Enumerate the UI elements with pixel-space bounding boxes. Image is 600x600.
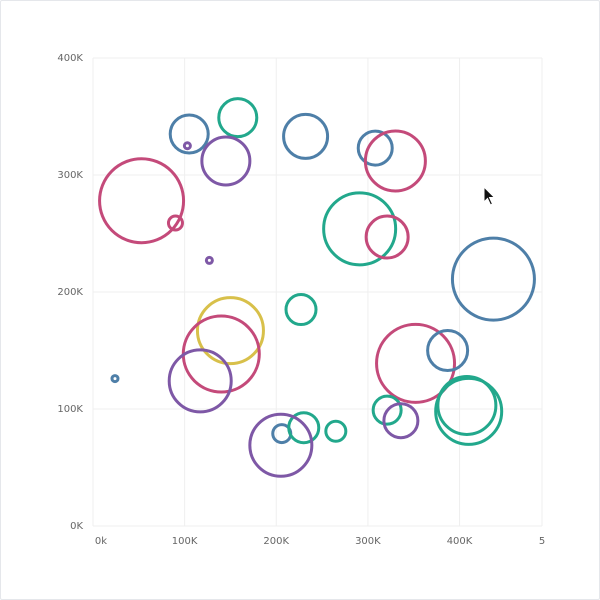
- bubble-point[interactable]: [324, 419, 348, 443]
- bubble-point[interactable]: [167, 348, 233, 414]
- bubble-point[interactable]: [382, 402, 420, 440]
- bubble-point[interactable]: [204, 255, 214, 265]
- x-tick-label: 100K: [172, 536, 198, 547]
- bubble-point[interactable]: [287, 411, 321, 445]
- x-tick-label: 200K: [263, 536, 289, 547]
- bubble-point[interactable]: [363, 129, 427, 193]
- y-tick-label: 0K: [70, 521, 83, 532]
- axes: 0k 100K 200K 300K 400K 5 0K 100K 200K 300K 400K: [57, 53, 545, 547]
- bubble-point[interactable]: [195, 296, 265, 366]
- x-tick-label: 5: [539, 536, 545, 547]
- bubble-point[interactable]: [200, 135, 252, 187]
- grid: [92, 57, 543, 527]
- bubble-point[interactable]: [426, 329, 470, 372]
- bubble-point[interactable]: [356, 129, 394, 167]
- bubble-point[interactable]: [364, 214, 410, 260]
- bubble-point[interactable]: [217, 97, 259, 139]
- bubble-point[interactable]: [322, 191, 398, 267]
- bubble-point[interactable]: [375, 322, 457, 404]
- bubble-point[interactable]: [284, 293, 318, 327]
- bubble-point[interactable]: [436, 374, 498, 436]
- x-tick-label: 400K: [447, 536, 473, 547]
- bubble-point[interactable]: [248, 412, 314, 478]
- y-tick-label: 200K: [57, 287, 83, 298]
- bubble-point[interactable]: [450, 236, 536, 322]
- bubble-point[interactable]: [181, 314, 261, 394]
- bubble-point[interactable]: [166, 214, 184, 232]
- bubble-point[interactable]: [182, 141, 192, 151]
- bubble-point[interactable]: [168, 113, 210, 155]
- y-tick-label: 300K: [57, 170, 83, 181]
- bubble-point[interactable]: [110, 374, 120, 384]
- y-tick-label: 100K: [57, 404, 83, 415]
- x-tick-label: 300K: [355, 536, 381, 547]
- y-tick-label: 400K: [57, 53, 83, 64]
- bubble-point[interactable]: [371, 394, 403, 426]
- bubble-point[interactable]: [98, 157, 186, 245]
- bubbles: [98, 97, 536, 478]
- bubble-point[interactable]: [434, 376, 504, 446]
- mouse-cursor-icon: [483, 186, 496, 206]
- bubble-point[interactable]: [282, 112, 330, 160]
- x-tick-label: 0k: [95, 536, 107, 547]
